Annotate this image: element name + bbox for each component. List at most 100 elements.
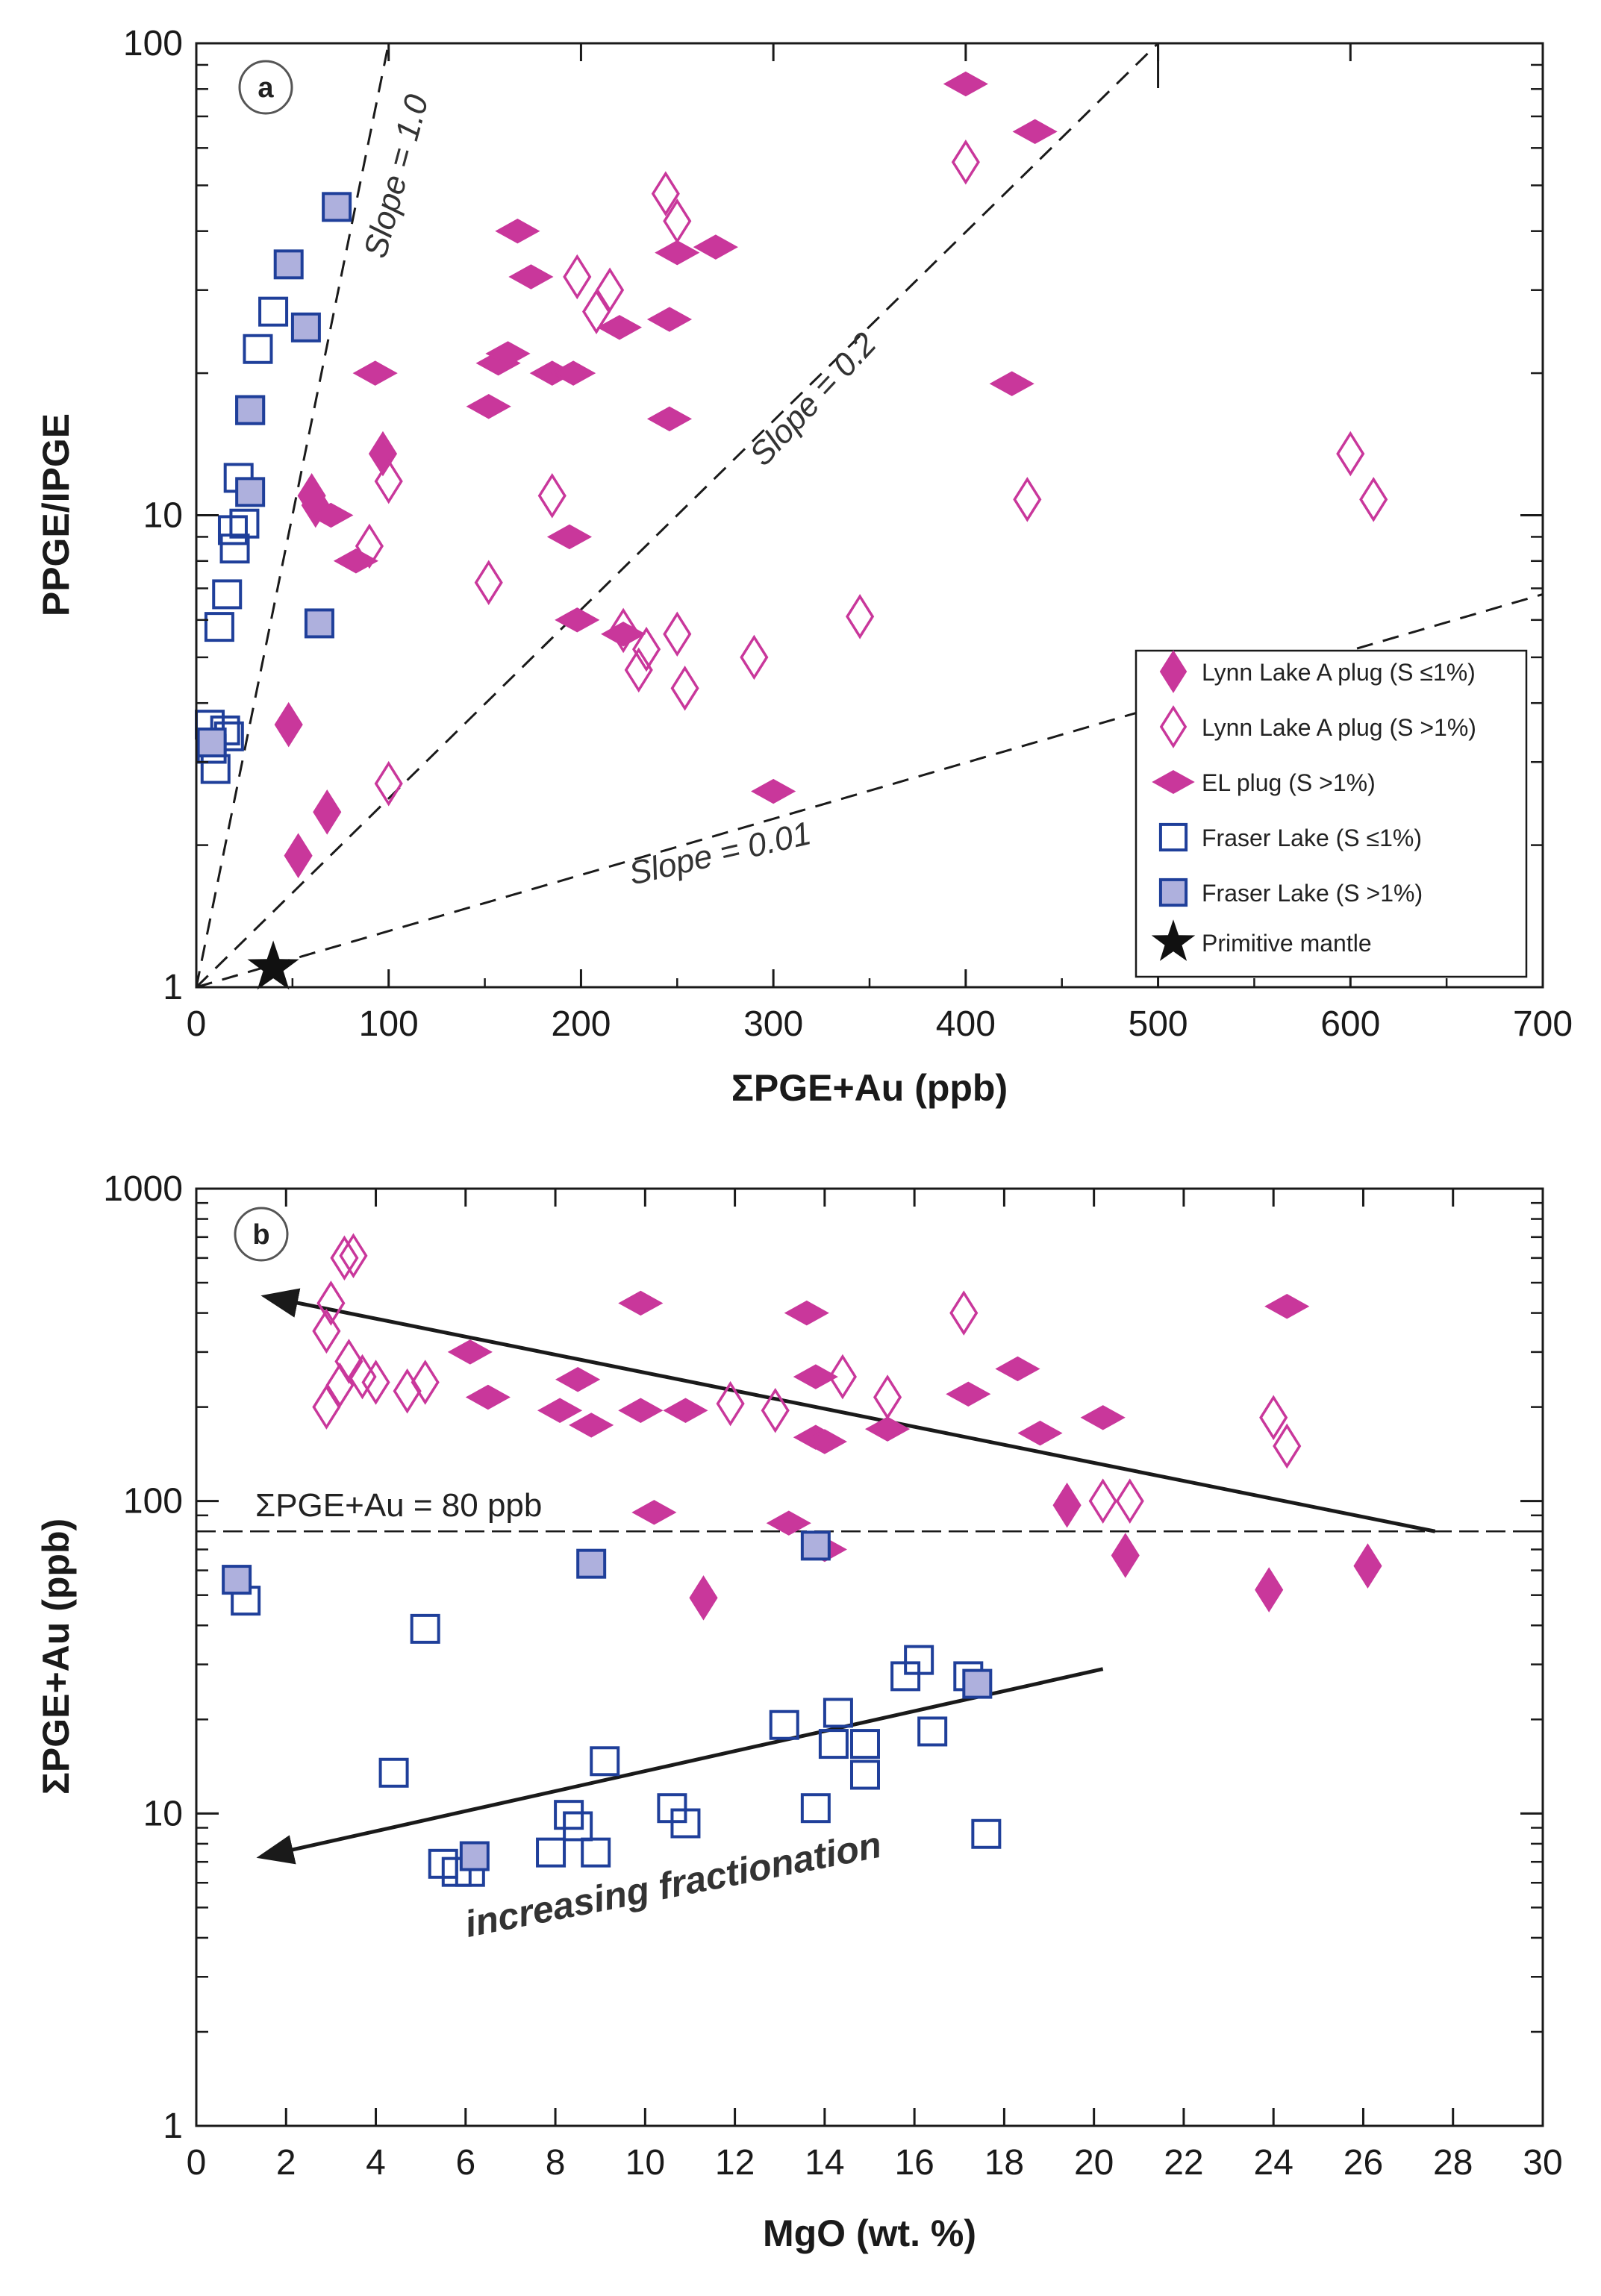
point-lynn-lake-a-plug-s-1 (689, 1575, 718, 1621)
x-tick-label: 700 (1513, 1004, 1573, 1044)
point-el-plug-s-1 (466, 394, 511, 419)
point-el-plug-s-1 (646, 406, 693, 432)
x-tick-label: 300 (743, 1004, 803, 1044)
point-lynn-lake-a-plug-s-1 (1259, 1395, 1288, 1441)
legend-label-3: EL plug (S >1%) (1202, 769, 1376, 796)
x-tick-label: 100 (359, 1004, 419, 1044)
point-lynn-lake-a-plug-s-1 (624, 647, 653, 693)
legend-label-6: Primitive mantle (1202, 930, 1372, 957)
y-tick-label: 10 (143, 496, 183, 536)
point-lynn-lake-a-plug-s-1 (951, 139, 980, 185)
x-tick-label: 2 (276, 2143, 296, 2183)
point-fraser-lake-s-1 (823, 1698, 853, 1728)
point-lynn-lake-a-plug-s-1 (474, 560, 503, 606)
point-el-plug-s-1 (989, 371, 1034, 396)
point-lynn-lake-a-plug-s-1 (284, 833, 313, 878)
point-lynn-lake-a-plug-s-1 (651, 171, 680, 216)
legend-box (1135, 649, 1528, 978)
point-fraser-lake-s-1 (378, 1757, 409, 1788)
point-el-plug-s-1 (766, 1510, 811, 1536)
legend-marker-fraser-lake-s-1 (1158, 878, 1188, 907)
point-fraser-lake-s-1 (581, 1837, 611, 1868)
slope-02-label: Slope = 0.2 (743, 326, 884, 473)
point-el-plug-s-1 (485, 341, 531, 366)
x-tick-label: 18 (984, 2143, 1024, 2183)
point-lynn-lake-a-plug-s-1 (596, 267, 625, 313)
point-lynn-lake-a-plug-s-1 (828, 1354, 857, 1400)
point-el-plug-s-1 (551, 360, 596, 386)
point-fraser-lake-s-1 (670, 1808, 701, 1839)
point-el-plug-s-1 (555, 1367, 601, 1392)
panel-b-points (222, 1233, 1382, 1887)
legend-label-5: Fraser Lake (S >1%) (1202, 880, 1423, 907)
x-tick-label: 400 (936, 1004, 996, 1044)
point-lynn-lake-a-plug-s-1 (1273, 1423, 1302, 1469)
point-lynn-lake-a-plug-s-1 (949, 1290, 979, 1336)
point-el-plug-s-1 (447, 1339, 493, 1365)
point-lynn-lake-a-plug-s-1 (393, 1368, 422, 1414)
point-el-plug-s-1 (618, 1398, 664, 1423)
point-fraser-lake-s-1 (322, 192, 352, 222)
x-tick-label: 14 (805, 2143, 844, 2183)
point-fraser-lake-s-1 (273, 249, 304, 280)
point-el-plug-s-1 (943, 71, 988, 97)
point-lynn-lake-a-plug-s-1 (1111, 1533, 1140, 1578)
x-tick-label: 30 (1523, 2143, 1562, 2183)
legend-label-1: Lynn Lake A plug (S ≤1%) (1202, 659, 1476, 686)
x-tick-label: 6 (455, 2143, 475, 2183)
trend-arrow-fractionation (256, 1667, 1104, 1865)
point-lynn-lake-a-plug-s-1 (334, 1339, 363, 1384)
point-lynn-lake-a-plug-s-1 (663, 198, 692, 244)
x-tick-label: 12 (715, 2143, 755, 2183)
legend-label-2: Lynn Lake A plug (S >1%) (1202, 714, 1476, 741)
point-el-plug-s-1 (333, 548, 378, 574)
legend: Lynn Lake A plug (S ≤1%) Lynn Lake A plu… (1135, 649, 1528, 978)
point-lynn-lake-a-plug-s-1 (313, 789, 342, 835)
x-tick-label: 16 (894, 2143, 934, 2183)
point-fraser-lake-s-1 (576, 1548, 607, 1579)
point-fraser-lake-s-1 (917, 1716, 948, 1747)
point-el-plug-s-1 (495, 218, 540, 244)
legend-label-4: Fraser Lake (S ≤1%) (1202, 825, 1422, 851)
point-fraser-lake-s-1 (554, 1800, 584, 1830)
point-el-plug-s-1 (1012, 119, 1058, 145)
point-lynn-lake-a-plug-s-1 (1115, 1478, 1144, 1524)
point-lynn-lake-a-plug-s-1 (1353, 1543, 1382, 1589)
point-el-plug-s-1 (546, 524, 593, 550)
legend-marker-el-plug-s-1 (1152, 770, 1195, 794)
point-fraser-lake-s-1 (769, 1710, 799, 1740)
fractionation-label: increasing fractionation (461, 1824, 884, 1945)
y-tick-label: 1 (163, 968, 183, 1007)
hline-label: ΣPGE+Au = 80 ppb (255, 1487, 542, 1524)
point-lynn-lake-a-plug-s-1 (761, 1387, 790, 1433)
point-fraser-lake-s-1 (243, 334, 273, 364)
point-fraser-lake-s-1 (849, 1759, 880, 1790)
y-tick-label: 100 (123, 1482, 183, 1521)
point-el-plug-s-1 (631, 1500, 677, 1525)
point-fraser-lake-s-1 (235, 395, 266, 425)
panel-a-ylabel: PPGE/IPGE (35, 413, 77, 616)
legend-markers (1151, 650, 1196, 961)
point-lynn-lake-a-plug-s-1 (1255, 1567, 1284, 1612)
slope-1-label: Slope = 1.0 (357, 90, 435, 261)
point-lynn-lake-a-plug-s-1 (1336, 431, 1365, 477)
point-el-plug-s-1 (308, 502, 354, 528)
x-tick-label: 24 (1254, 2143, 1293, 2183)
point-fraser-lake-s-1 (971, 1818, 1002, 1849)
y-tick-label: 1 (163, 2106, 183, 2146)
panel-b-ylabel: ΣPGE+Au (ppb) (35, 1518, 77, 1795)
point-lynn-lake-a-plug-s-1 (1359, 477, 1388, 522)
point-fraser-lake-s-1 (536, 1837, 567, 1868)
point-fraser-lake-s-1 (258, 296, 289, 327)
point-lynn-lake-a-plug-s-1 (716, 1380, 745, 1427)
point-lynn-lake-a-plug-s-1 (411, 1360, 440, 1405)
point-el-plug-s-1 (946, 1381, 991, 1407)
x-tick-label: 600 (1320, 1004, 1380, 1044)
point-fraser-lake-s-1 (849, 1729, 880, 1759)
point-fraser-lake-s-1 (222, 1565, 252, 1595)
point-el-plug-s-1 (655, 240, 700, 266)
point-el-plug-s-1 (784, 1300, 829, 1326)
x-tick-label: 8 (546, 2143, 566, 2183)
